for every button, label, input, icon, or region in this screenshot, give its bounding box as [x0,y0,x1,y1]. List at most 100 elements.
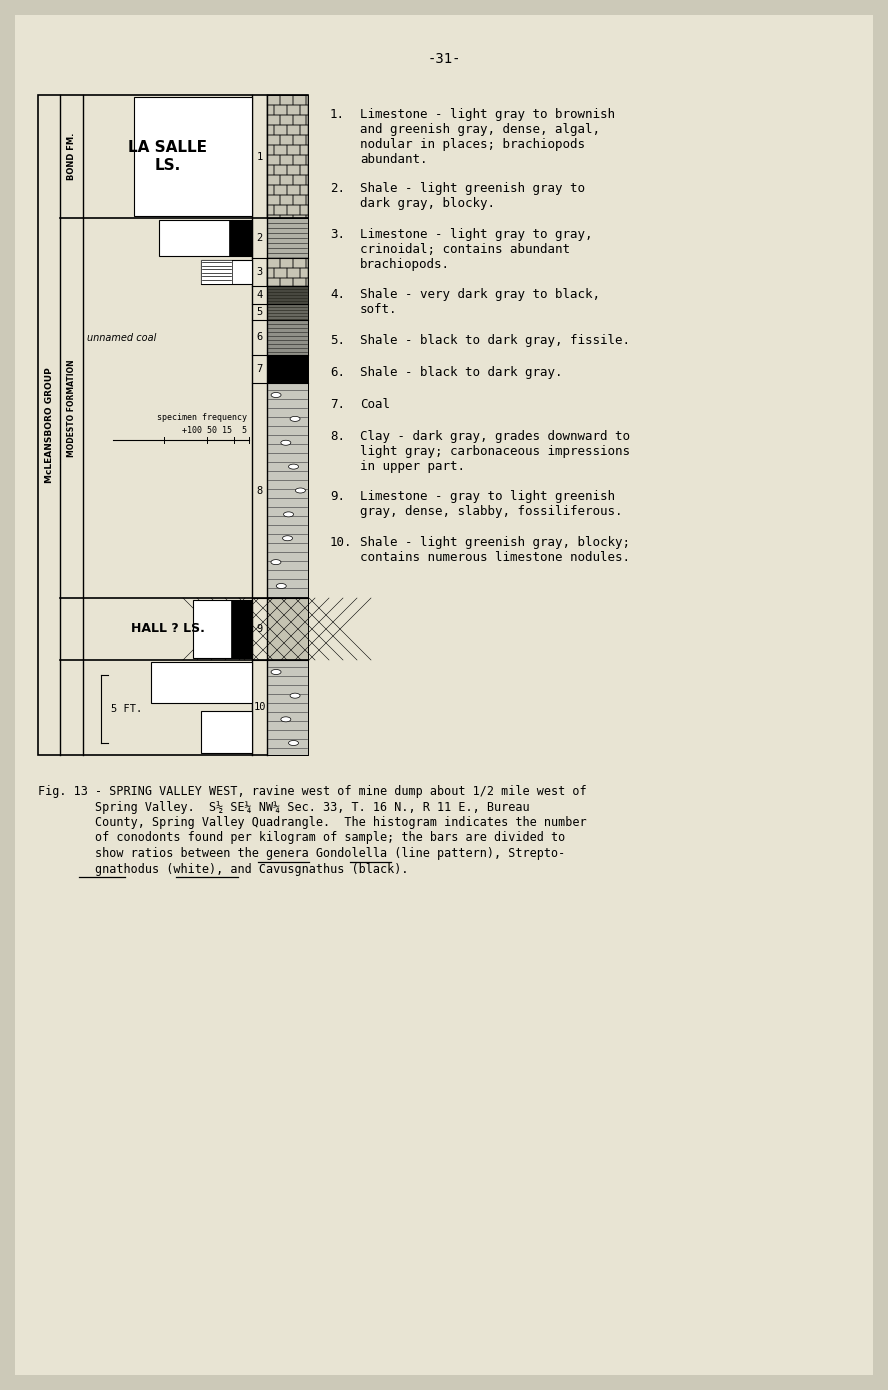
Text: show ratios between the genera Gondolella (line pattern), Strepto-: show ratios between the genera Gondolell… [38,847,566,860]
Bar [231,600,252,657]
Text: 6: 6 [257,332,263,342]
Bar [299,165,308,175]
Text: Shale - black to dark gray, fissile.: Shale - black to dark gray, fissile. [360,334,630,348]
Text: MODESTO FORMATION: MODESTO FORMATION [67,359,76,457]
Text: 8.: 8. [330,430,345,443]
Text: McLEANSBORO GROUP: McLEANSBORO GROUP [44,367,53,482]
Text: -31-: -31- [427,51,461,65]
Text: 7.: 7. [330,398,345,411]
Bar [280,156,293,165]
Text: 6.: 6. [330,366,345,379]
Bar [306,135,308,145]
Text: +100 50 15  5: +100 50 15 5 [182,425,247,435]
Bar [267,204,274,215]
Text: HALL ? LS.: HALL ? LS. [131,623,204,635]
Bar [306,259,308,268]
Bar [267,215,280,218]
Bar [267,320,308,354]
Text: Limestone - light gray to brownish
and greenish gray, dense, algal,
nodular in p: Limestone - light gray to brownish and g… [360,108,615,165]
Text: County, Spring Valley Quadrangle.  The histogram indicates the number: County, Spring Valley Quadrangle. The hi… [38,816,587,828]
Ellipse shape [289,464,298,470]
Text: 5: 5 [257,307,263,317]
Bar [293,115,306,125]
Text: Shale - black to dark gray.: Shale - black to dark gray. [360,366,562,379]
Bar [274,145,287,156]
Text: 1.: 1. [330,108,345,121]
Ellipse shape [281,441,291,445]
Bar [193,600,252,657]
Text: 3: 3 [257,267,263,277]
Bar [287,125,299,135]
Bar [306,95,308,106]
Bar [229,220,252,256]
Bar [267,125,274,135]
Bar [267,145,274,156]
Ellipse shape [296,488,305,493]
Bar [267,175,280,185]
Text: specimen frequency: specimen frequency [157,413,247,423]
Bar [287,145,299,156]
Ellipse shape [290,417,300,421]
Text: Spring Valley.  S½ SE¼ NW¼ Sec. 33, T. 16 N., R 11 E., Bureau: Spring Valley. S½ SE¼ NW¼ Sec. 33, T. 16… [38,801,529,813]
Bar [267,135,280,145]
Bar [267,195,280,204]
Bar [306,215,308,218]
Text: 7: 7 [257,364,263,374]
Bar [293,156,306,165]
Bar [202,260,232,284]
Bar [306,175,308,185]
Bar [267,95,280,106]
Bar [280,135,293,145]
Bar [267,259,280,268]
Bar [274,125,287,135]
Bar [267,218,308,259]
Bar [274,106,287,115]
Bar [280,195,293,204]
Bar [202,712,252,753]
Bar [267,95,308,218]
Text: 4.: 4. [330,288,345,302]
Ellipse shape [276,584,286,588]
Bar [306,195,308,204]
Ellipse shape [271,392,281,398]
Bar [151,662,252,703]
Text: Shale - light greenish gray to
dark gray, blocky.: Shale - light greenish gray to dark gray… [360,182,585,210]
Text: Shale - very dark gray to black,
soft.: Shale - very dark gray to black, soft. [360,288,600,316]
Bar [267,286,308,304]
Ellipse shape [289,741,298,745]
Bar [267,106,274,115]
Bar [299,145,308,156]
Bar [267,259,308,286]
Text: Limestone - gray to light greenish
gray, dense, slabby, fossiliferous.: Limestone - gray to light greenish gray,… [360,491,622,518]
Bar [280,115,293,125]
Ellipse shape [282,535,292,541]
Bar [293,175,306,185]
Ellipse shape [290,694,300,698]
Text: 10: 10 [253,702,266,713]
Bar [299,204,308,215]
Bar [159,220,252,256]
Text: LA SALLE
LS.: LA SALLE LS. [128,140,207,172]
Text: 9.: 9. [330,491,345,503]
Bar [306,278,308,286]
Text: 4: 4 [257,291,263,300]
Bar [280,278,293,286]
Bar [293,259,306,268]
Bar [267,115,280,125]
Bar [280,259,293,268]
Bar [280,95,293,106]
Text: 8: 8 [257,485,263,495]
Bar [287,106,299,115]
Ellipse shape [271,670,281,674]
Bar [267,354,308,384]
Bar [274,268,287,278]
Ellipse shape [283,512,294,517]
Bar [134,97,252,215]
Bar [299,106,308,115]
Bar [202,260,232,284]
Bar [267,598,308,660]
Bar [267,268,274,278]
Text: unnamed coal: unnamed coal [87,334,156,343]
Text: 5.: 5. [330,334,345,348]
Text: 5 FT.: 5 FT. [111,703,142,714]
